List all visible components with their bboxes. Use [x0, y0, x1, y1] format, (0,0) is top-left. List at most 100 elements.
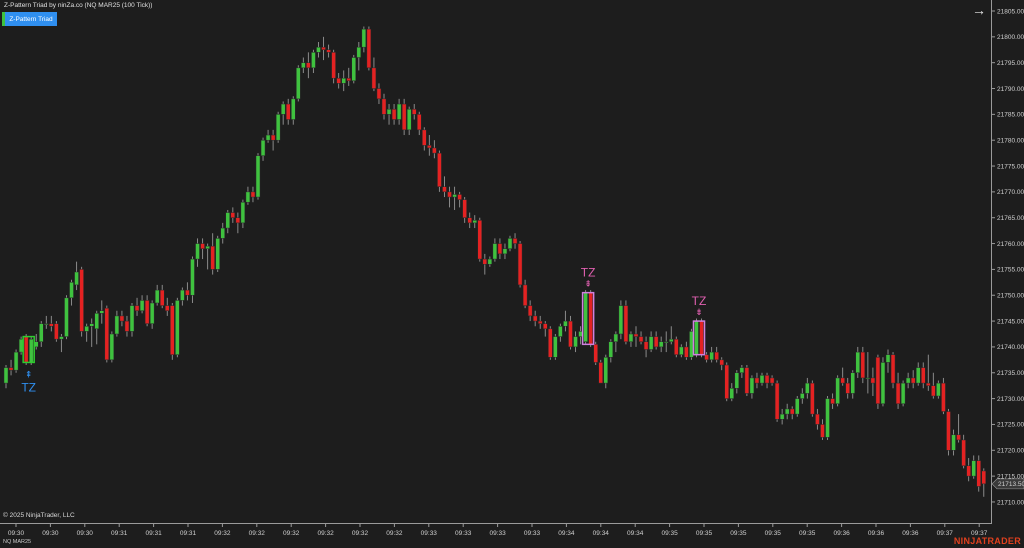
candle	[946, 408, 951, 456]
candle	[875, 354, 881, 409]
price-tick-label: 21755.00	[997, 267, 1024, 274]
candle-body	[124, 320, 130, 332]
candle-body	[941, 382, 946, 412]
candle	[784, 403, 790, 420]
time-tick-label: 09:34	[627, 530, 644, 537]
candle	[754, 372, 760, 389]
candle-body	[971, 460, 976, 477]
candle	[69, 279, 74, 306]
candle	[956, 414, 961, 443]
candle-body	[447, 191, 452, 198]
candle	[89, 318, 94, 347]
candle-body	[603, 357, 609, 384]
time-tick-label: 09:31	[111, 530, 128, 537]
candle-body	[74, 271, 79, 286]
candle-body	[744, 367, 750, 394]
candle-body	[321, 46, 326, 51]
time-tick-label: 09:37	[937, 530, 954, 537]
candle	[558, 323, 563, 342]
candle	[306, 52, 311, 79]
candle	[618, 300, 624, 340]
candle	[583, 290, 588, 345]
candle-body	[764, 375, 770, 384]
candle-body	[139, 300, 145, 311]
candle-body	[44, 323, 49, 325]
candle-body	[417, 114, 422, 131]
candle-body	[593, 344, 598, 363]
candle-body	[835, 377, 840, 405]
price-tick-label: 21795.00	[997, 60, 1024, 67]
candle-body	[825, 398, 830, 438]
candle	[830, 393, 835, 409]
candle-body	[618, 305, 624, 335]
candle	[608, 339, 614, 363]
candle	[371, 57, 377, 92]
candle-body	[159, 289, 165, 306]
candle-body	[774, 382, 780, 420]
candle	[190, 256, 195, 303]
candle-body	[628, 333, 634, 343]
time-tick-label: 09:35	[730, 530, 747, 537]
candle	[210, 233, 215, 275]
candle	[719, 357, 724, 371]
candle-body	[805, 382, 810, 394]
candle-body	[800, 393, 805, 399]
candle	[452, 186, 457, 210]
candle-body	[170, 305, 175, 355]
candle-body	[638, 336, 644, 343]
candle-body	[149, 302, 155, 324]
indicator-button[interactable]: Z-Pattern Triad	[2, 12, 57, 26]
candle-body	[8, 367, 14, 371]
candle	[54, 321, 59, 342]
candle	[900, 380, 906, 407]
time-tick-label: 09:31	[180, 530, 197, 537]
candle	[855, 346, 861, 378]
candle	[205, 243, 210, 270]
candle-body	[129, 305, 135, 332]
candle	[104, 305, 110, 363]
candle	[442, 176, 447, 198]
time-tick-label: 09:30	[42, 530, 59, 537]
time-tick-label: 09:33	[455, 530, 472, 537]
price-tick-label: 21750.00	[997, 293, 1024, 300]
price-tick-label: 21790.00	[997, 86, 1024, 93]
candle-body	[366, 28, 372, 69]
candle	[381, 93, 387, 120]
candle	[376, 83, 382, 105]
candle	[588, 290, 593, 347]
candle	[749, 375, 755, 399]
time-tick-label: 09:32	[249, 530, 266, 537]
candle-body	[165, 305, 170, 311]
candle-body	[291, 98, 296, 120]
candle-body	[296, 67, 301, 100]
candle-body	[890, 354, 896, 384]
candle-body	[759, 375, 765, 384]
candle	[331, 49, 336, 84]
candle	[139, 295, 145, 314]
last-price-marker: 21713.50	[991, 478, 1024, 490]
candle-body	[54, 323, 59, 340]
time-tick-label: 09:35	[765, 530, 782, 537]
candle	[84, 323, 89, 342]
candle-body	[633, 333, 639, 337]
candle-body	[109, 333, 115, 361]
candle-body	[946, 411, 951, 451]
candle-body	[583, 292, 588, 343]
time-tick-label: 09:35	[799, 530, 816, 537]
candle-body	[437, 152, 442, 187]
candle-body	[643, 341, 649, 350]
candle-body	[845, 382, 850, 394]
candle-body	[931, 385, 936, 397]
candles	[3, 26, 987, 497]
candle-body	[820, 424, 825, 438]
candle	[663, 331, 669, 353]
arrow-right-icon[interactable]: →	[972, 2, 986, 18]
candle	[432, 140, 437, 159]
price-axis: 21710.00 21715.00 21720.00 21725.00 21730.00…	[991, 8, 1024, 506]
candle	[492, 238, 498, 262]
candle	[49, 315, 54, 332]
candle-body	[301, 62, 306, 69]
candle-body	[316, 46, 321, 53]
candle-body	[59, 336, 64, 340]
